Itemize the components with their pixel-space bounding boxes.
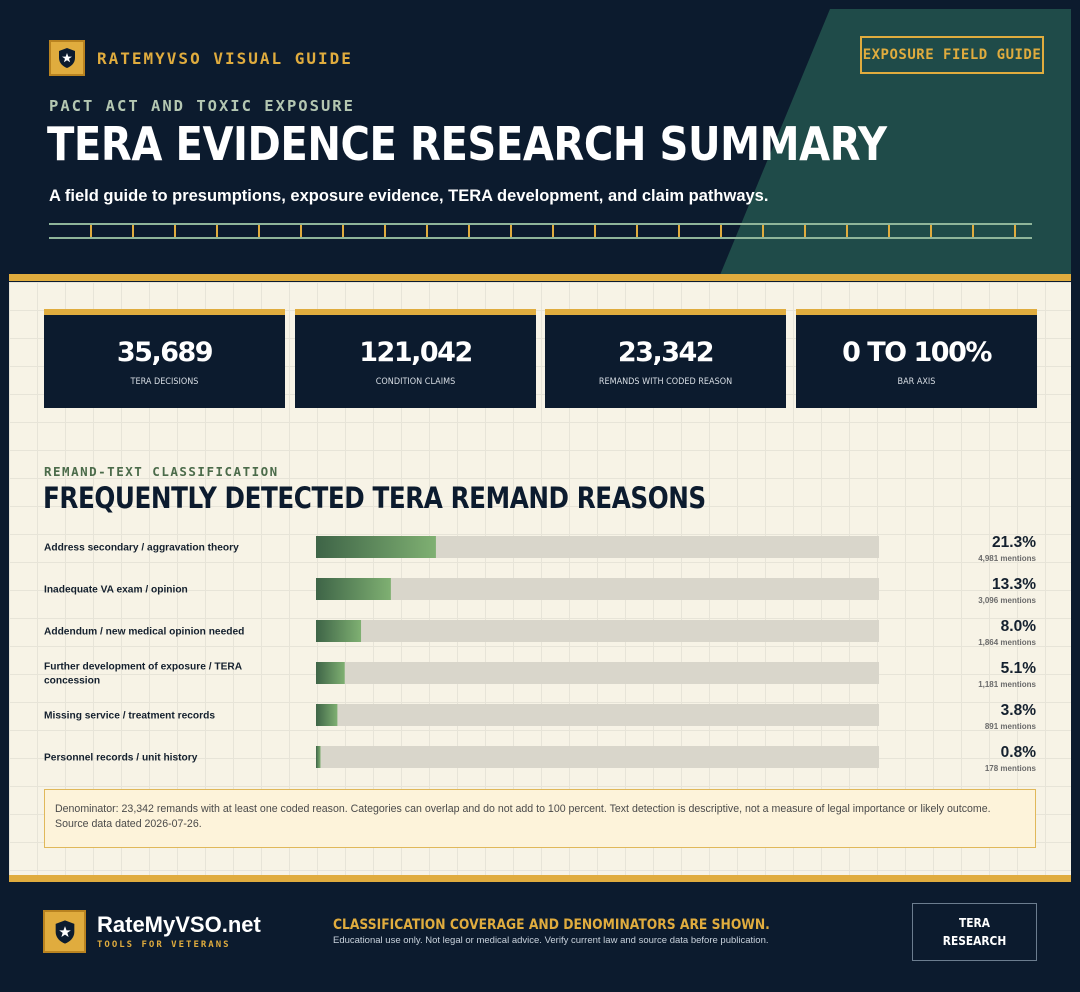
footer-brand[interactable]: RateMyVSO.net TOOLS FOR VETERANS	[43, 910, 261, 953]
bar-category-label: Address secondary / aggravation theory	[44, 543, 239, 554]
stat-label: TERA DECISIONS	[130, 377, 199, 387]
footer-headline: CLASSIFICATION COVERAGE AND DENOMINATORS…	[333, 917, 770, 933]
page-subtitle: A field guide to presumptions, exposure …	[49, 187, 769, 205]
section-eyebrow: REMAND-TEXT CLASSIFICATION	[44, 464, 279, 479]
footer-box-line2: RESEARCH	[942, 933, 1007, 948]
bar	[316, 536, 436, 558]
ruler-divider	[49, 223, 1032, 239]
stat-card-bar-axis: 0 TO 100% BAR AXIS	[796, 309, 1037, 408]
bar-track	[316, 662, 879, 684]
bar-mentions-label: 1,181 mentions	[978, 680, 1036, 689]
bar-track	[316, 536, 879, 558]
stat-value: 0 TO 100%	[842, 337, 992, 368]
bar-value-label: 5.1%	[1001, 660, 1037, 677]
header-slant-shape	[720, 9, 1071, 275]
header-eyebrow: PACT ACT AND TOXIC EXPOSURE	[49, 97, 355, 115]
bar-category-label: Missing service / treatment records	[44, 711, 215, 722]
footer-tagline: TOOLS FOR VETERANS	[97, 940, 231, 950]
stat-label: BAR AXIS	[897, 377, 936, 387]
stat-label: CONDITION CLAIMS	[375, 377, 456, 387]
bar-category-label: Further development of exposure / TERA co…	[44, 662, 243, 687]
bar	[316, 662, 345, 684]
bar	[316, 746, 321, 768]
footer-disclaimer: Educational use only. Not legal or medic…	[333, 935, 769, 946]
bar-track	[316, 746, 879, 768]
stat-value: 35,689	[116, 337, 214, 368]
bar-category-label: Addendum / new medical opinion needed	[44, 627, 244, 638]
bar-track	[316, 578, 879, 600]
bar	[316, 578, 391, 600]
tera-research-box: TERA RESEARCH	[912, 903, 1037, 961]
exposure-field-guide-button[interactable]: EXPOSURE FIELD GUIDE	[860, 36, 1044, 74]
bar-mentions-label: 891 mentions	[985, 722, 1037, 731]
bar-value-label: 8.0%	[1001, 618, 1037, 635]
bar-track	[316, 704, 879, 726]
bar-value-label: 0.8%	[1001, 744, 1037, 761]
footer-box-line1: TERA	[959, 915, 990, 930]
stat-card-remands: 23,342 REMANDS WITH CODED REASON	[545, 309, 786, 408]
shield-star-icon	[49, 40, 85, 76]
bar-mentions-label: 4,981 mentions	[978, 554, 1036, 563]
bar-track	[316, 620, 879, 642]
bar-category-label: Inadequate VA exam / opinion	[44, 585, 188, 596]
stat-value: 121,042	[359, 337, 473, 368]
bar-value-label: 21.3%	[992, 534, 1036, 551]
page-title: TERA EVIDENCE RESEARCH SUMMARY	[47, 117, 887, 171]
bar-mentions-label: 1,864 mentions	[978, 638, 1036, 647]
stat-card-condition-claims: 121,042 CONDITION CLAIMS	[295, 309, 536, 408]
brand[interactable]: RATEMYVSO VISUAL GUIDE	[49, 40, 353, 76]
stat-card-tera-decisions: 35,689 TERA DECISIONS	[44, 309, 285, 408]
remand-reasons-bar-chart: Address secondary / aggravation theory 21…	[44, 534, 1037, 773]
top-gold-bar	[9, 274, 1071, 281]
footer-message: CLASSIFICATION COVERAGE AND DENOMINATORS…	[333, 917, 829, 946]
shield-star-icon	[43, 910, 86, 953]
stat-value: 23,342	[617, 337, 715, 368]
stat-label: REMANDS WITH CODED REASON	[598, 377, 733, 387]
bar-mentions-label: 3,096 mentions	[978, 596, 1036, 605]
denominator-note: Denominator: 23,342 remands with at leas…	[44, 789, 1036, 848]
bar	[316, 704, 338, 726]
brand-name: RATEMYVSO VISUAL GUIDE	[97, 48, 353, 68]
bar-mentions-label: 178 mentions	[985, 764, 1037, 773]
bar-category-label: Personnel records / unit history	[44, 753, 198, 764]
bottom-gold-bar	[9, 875, 1071, 882]
section-title: FREQUENTLY DETECTED TERA REMAND REASONS	[43, 481, 706, 515]
main-panel: 35,689 TERA DECISIONS 121,042 CONDITION …	[9, 282, 1071, 876]
bar-value-label: 13.3%	[992, 576, 1036, 593]
bar	[316, 620, 362, 642]
footer-site-name: RateMyVSO.net	[97, 912, 261, 937]
hero-header: RATEMYVSO VISUAL GUIDE EXPOSURE FIELD GU…	[9, 9, 1071, 275]
bar-value-label: 3.8%	[1001, 702, 1037, 719]
